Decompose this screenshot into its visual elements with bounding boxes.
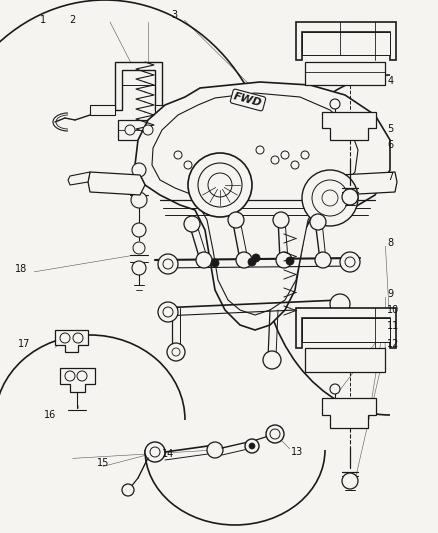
Text: 1: 1	[39, 15, 46, 25]
Polygon shape	[68, 172, 90, 185]
Polygon shape	[152, 93, 357, 315]
Polygon shape	[295, 308, 395, 348]
Text: 10: 10	[386, 305, 399, 315]
Text: 15: 15	[96, 458, 109, 467]
Circle shape	[244, 439, 258, 453]
Polygon shape	[118, 120, 159, 140]
Circle shape	[132, 223, 146, 237]
Circle shape	[329, 294, 349, 314]
Polygon shape	[304, 62, 384, 85]
Circle shape	[162, 307, 173, 317]
Polygon shape	[339, 172, 396, 195]
Circle shape	[122, 484, 134, 496]
Polygon shape	[55, 330, 88, 352]
Circle shape	[133, 242, 145, 254]
Text: FWD: FWD	[232, 91, 263, 109]
Circle shape	[227, 212, 244, 228]
Circle shape	[162, 259, 173, 269]
Circle shape	[248, 443, 254, 449]
Circle shape	[184, 161, 191, 169]
Polygon shape	[321, 398, 375, 428]
Text: 2: 2	[69, 15, 75, 25]
Circle shape	[247, 258, 255, 266]
Polygon shape	[155, 105, 184, 115]
Text: 4: 4	[386, 76, 392, 86]
Circle shape	[339, 252, 359, 272]
Circle shape	[341, 473, 357, 489]
Circle shape	[198, 163, 241, 207]
Circle shape	[77, 371, 87, 381]
Circle shape	[344, 257, 354, 267]
Circle shape	[211, 259, 219, 267]
Circle shape	[255, 146, 263, 154]
Circle shape	[309, 214, 325, 230]
Circle shape	[73, 333, 83, 343]
Circle shape	[321, 190, 337, 206]
Circle shape	[187, 153, 251, 217]
Text: 12: 12	[386, 340, 399, 349]
Circle shape	[280, 151, 288, 159]
Polygon shape	[301, 32, 389, 55]
Circle shape	[265, 425, 283, 443]
Polygon shape	[135, 82, 389, 330]
Circle shape	[145, 442, 165, 462]
Text: 3: 3	[171, 10, 177, 20]
Circle shape	[207, 442, 223, 458]
Circle shape	[300, 151, 308, 159]
Circle shape	[173, 151, 182, 159]
Circle shape	[251, 254, 259, 262]
Text: 17: 17	[18, 339, 30, 349]
Circle shape	[270, 156, 279, 164]
Polygon shape	[295, 22, 395, 60]
Text: 13: 13	[290, 447, 302, 457]
Polygon shape	[321, 112, 375, 140]
Text: 6: 6	[386, 140, 392, 150]
Circle shape	[166, 343, 184, 361]
Circle shape	[285, 257, 293, 265]
Circle shape	[158, 302, 177, 322]
Circle shape	[329, 384, 339, 394]
Circle shape	[134, 180, 144, 190]
Circle shape	[132, 163, 146, 177]
Circle shape	[329, 99, 339, 109]
Circle shape	[290, 161, 298, 169]
Text: 14: 14	[162, 449, 174, 459]
Polygon shape	[90, 105, 115, 115]
Circle shape	[132, 261, 146, 275]
Circle shape	[143, 125, 153, 135]
Circle shape	[65, 371, 75, 381]
Text: 8: 8	[386, 238, 392, 248]
Polygon shape	[301, 318, 389, 342]
Text: 5: 5	[386, 124, 392, 134]
Circle shape	[184, 216, 200, 232]
Circle shape	[301, 170, 357, 226]
Circle shape	[60, 333, 70, 343]
Circle shape	[276, 252, 291, 268]
Circle shape	[131, 192, 147, 208]
Text: 7: 7	[386, 172, 392, 182]
Text: 18: 18	[15, 264, 28, 274]
Circle shape	[314, 252, 330, 268]
Circle shape	[269, 429, 279, 439]
Polygon shape	[304, 348, 384, 372]
Text: 9: 9	[386, 289, 392, 299]
Circle shape	[272, 212, 288, 228]
Circle shape	[150, 447, 159, 457]
Circle shape	[158, 254, 177, 274]
Circle shape	[311, 180, 347, 216]
Circle shape	[341, 189, 357, 205]
Circle shape	[262, 351, 280, 369]
Polygon shape	[88, 172, 145, 195]
Text: 16: 16	[44, 410, 56, 419]
Circle shape	[195, 252, 212, 268]
Circle shape	[208, 173, 231, 197]
Text: 11: 11	[386, 321, 399, 331]
Polygon shape	[60, 368, 95, 392]
Circle shape	[236, 252, 251, 268]
Circle shape	[125, 125, 135, 135]
Circle shape	[172, 348, 180, 356]
Polygon shape	[115, 62, 162, 110]
